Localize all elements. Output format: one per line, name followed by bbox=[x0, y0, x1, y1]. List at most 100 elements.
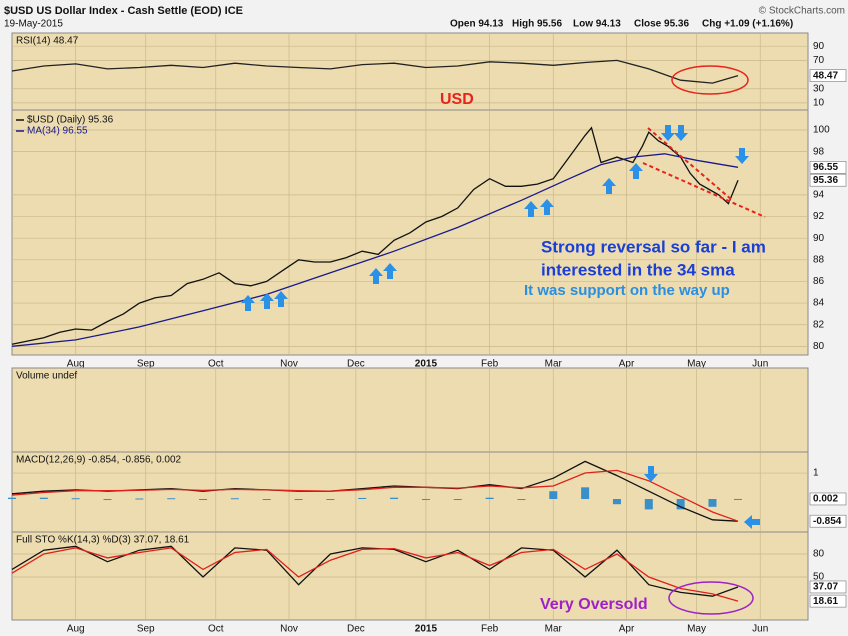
histogram-bar bbox=[135, 498, 144, 500]
histogram-bar bbox=[517, 499, 526, 501]
x-tick-label: 2015 bbox=[415, 359, 438, 370]
legend-label: MA(34) 96.55 bbox=[27, 126, 88, 137]
y-tick-label: 98 bbox=[813, 146, 825, 157]
y-tick-label: 18.61 bbox=[813, 596, 838, 607]
y-tick-label: 80 bbox=[813, 341, 825, 352]
histogram-bar bbox=[453, 499, 462, 501]
series-line bbox=[11, 59, 739, 84]
quote: Low 94.13 bbox=[573, 19, 621, 30]
histogram-bar bbox=[39, 497, 48, 500]
y-tick-label: 96.55 bbox=[813, 162, 838, 173]
value-box bbox=[809, 69, 847, 82]
x-tick-label: Dec bbox=[347, 624, 365, 635]
x-tick-label: Mar bbox=[545, 359, 563, 370]
y-tick-label: 48.47 bbox=[813, 70, 838, 81]
value-box bbox=[809, 173, 847, 187]
trend-line bbox=[647, 127, 733, 201]
y-tick-label: 37.07 bbox=[813, 582, 838, 593]
x-tick-label: Jun bbox=[752, 359, 768, 370]
highlight bbox=[671, 65, 749, 95]
y-tick-label: 0.002 bbox=[813, 494, 838, 505]
x-tick-label: Feb bbox=[481, 359, 499, 370]
annotation: USD bbox=[440, 91, 474, 108]
histogram-bar bbox=[230, 498, 239, 500]
value-box bbox=[809, 492, 847, 506]
histogram-bar bbox=[612, 499, 621, 505]
series-line bbox=[11, 547, 739, 602]
y-tick-label: 88 bbox=[813, 254, 825, 265]
histogram-bar bbox=[8, 497, 16, 500]
x-tick-label: Aug bbox=[67, 359, 85, 370]
annotation: It was support on the way up bbox=[524, 282, 730, 299]
y-tick-label: 90 bbox=[813, 41, 825, 52]
histogram-bar bbox=[103, 499, 112, 501]
y-tick-label: 86 bbox=[813, 276, 825, 287]
legend-label: $USD (Daily) 95.36 bbox=[27, 115, 114, 126]
histogram-bar bbox=[358, 497, 367, 500]
x-tick-label: Jun bbox=[752, 624, 768, 635]
y-tick-label: 84 bbox=[813, 298, 825, 309]
y-tick-label: 95.36 bbox=[813, 175, 838, 186]
histogram-bar bbox=[581, 487, 590, 500]
y-tick-label: 70 bbox=[813, 55, 825, 66]
histogram-bar bbox=[294, 499, 303, 501]
y-tick-label: 82 bbox=[813, 319, 825, 330]
histogram-bar bbox=[167, 498, 176, 500]
quote: High 95.56 bbox=[512, 19, 562, 30]
trend-line bbox=[642, 162, 766, 218]
series-line bbox=[11, 153, 739, 347]
x-tick-label: Mar bbox=[545, 624, 563, 635]
panel-background bbox=[11, 367, 809, 453]
panel-background bbox=[11, 531, 809, 621]
value-box bbox=[809, 161, 847, 174]
chart-title: $USD US Dollar Index - Cash Settle (EOD)… bbox=[4, 5, 243, 17]
x-tick-label: Nov bbox=[280, 359, 298, 370]
annotation: interested in the 34 sma bbox=[541, 260, 735, 279]
x-tick-label: Sep bbox=[137, 624, 155, 635]
y-tick-label: 80 bbox=[813, 549, 825, 560]
x-tick-label: Apr bbox=[619, 359, 635, 370]
series-line bbox=[11, 126, 739, 345]
credit: © StockCharts.com bbox=[759, 6, 845, 17]
y-tick-label: 10 bbox=[813, 98, 825, 109]
x-tick-label: Sep bbox=[137, 359, 155, 370]
histogram-bar bbox=[708, 499, 717, 507]
annotations-layer bbox=[241, 65, 766, 615]
histogram-bar bbox=[421, 499, 430, 501]
histogram-bar bbox=[390, 497, 399, 500]
histogram-bar bbox=[733, 498, 742, 500]
quote: Close 95.36 bbox=[634, 19, 689, 30]
x-tick-label: Oct bbox=[208, 624, 224, 635]
x-tick-label: 2015 bbox=[415, 624, 438, 635]
series-line bbox=[11, 469, 739, 522]
annotation: Strong reversal so far - I am bbox=[541, 237, 766, 256]
x-tick-label: Feb bbox=[481, 624, 499, 635]
histogram-bar bbox=[485, 497, 494, 500]
panel-background bbox=[11, 32, 809, 111]
panel-title: MACD(12,26,9) -0.854, -0.856, 0.002 bbox=[16, 455, 182, 466]
panel-title: Volume undef bbox=[16, 371, 77, 382]
quote: Open 94.13 bbox=[450, 19, 504, 30]
value-box bbox=[809, 594, 847, 608]
y-tick-label: 94 bbox=[813, 190, 825, 201]
x-tick-label: May bbox=[687, 624, 706, 635]
panel-title: Full STO %K(14,3) %D(3) 37.07, 18.61 bbox=[16, 535, 190, 546]
x-tick-label: Nov bbox=[280, 624, 298, 635]
histogram-bar bbox=[326, 499, 335, 501]
histogram-bar bbox=[199, 499, 208, 501]
y-tick-label: 100 bbox=[813, 125, 830, 136]
panel-title: RSI(14) 48.47 bbox=[16, 36, 79, 47]
histogram-bar bbox=[676, 499, 685, 510]
value-box bbox=[809, 580, 847, 594]
panels: 90 70 48.47 30 10 RSI(14) 48.47 Aug Sep Oct Nov De… bbox=[8, 32, 847, 635]
histogram-bar bbox=[262, 499, 271, 501]
y-tick-label: -0.854 bbox=[813, 516, 842, 527]
y-tick-label: 92 bbox=[813, 211, 825, 222]
y-tick-label: 50 bbox=[813, 572, 825, 583]
date: 19-May-2015 bbox=[4, 19, 63, 30]
quote: Chg +1.09 (+1.16%) bbox=[702, 19, 793, 30]
histogram-bar bbox=[549, 491, 558, 500]
highlight bbox=[668, 581, 754, 615]
y-tick-label: 90 bbox=[813, 233, 825, 244]
